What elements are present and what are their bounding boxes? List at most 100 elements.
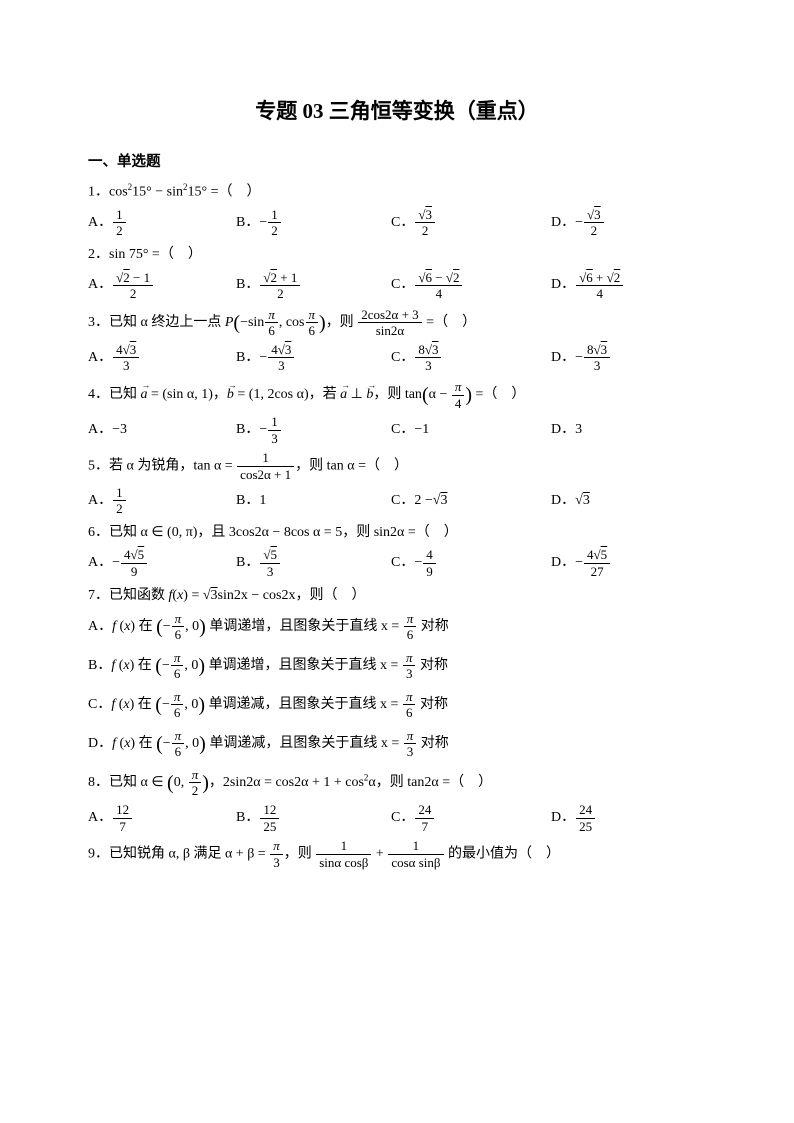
frac-den: 25 — [260, 819, 279, 834]
frac-den: sin2α — [358, 323, 421, 338]
opt-label: D． — [551, 552, 575, 574]
rt: 2 — [614, 270, 621, 285]
opt-label: D． — [551, 807, 575, 829]
txt: 对称 — [416, 697, 448, 712]
frac-den: 4 — [576, 286, 623, 301]
txt: −3 — [112, 419, 127, 441]
q8-opt-b: B．1225 — [236, 803, 391, 833]
vec-a: a — [340, 384, 347, 406]
q2-opt-a: A．√2 − 12 — [88, 271, 236, 301]
txt: 单调递减，且图象关于直线 x = — [206, 736, 403, 751]
frac-den: 2 — [113, 286, 153, 301]
q6-opt-c: C．−49 — [391, 548, 551, 578]
opt-label: C． — [391, 490, 414, 512]
rt: 3 — [130, 342, 137, 357]
txt: 对称 — [417, 619, 449, 634]
frac-den: 3 — [260, 564, 280, 579]
frac-num: π — [171, 690, 184, 706]
opt-label: C． — [88, 697, 111, 712]
txt: − 1 — [130, 270, 150, 285]
neg: − — [259, 347, 267, 369]
frac-den: 3 — [404, 744, 417, 759]
opt-label: A． — [88, 807, 112, 829]
txt: 9．已知锐角 α, β 满足 α + β = — [88, 847, 269, 862]
frac-den: 2 — [584, 223, 604, 238]
frac-num: 1 — [268, 415, 281, 431]
q3-opt-a: A．4√33 — [88, 343, 236, 373]
rt: 3 — [425, 207, 432, 222]
opt-label: A． — [88, 212, 112, 234]
neg: − — [259, 419, 267, 441]
frac-num: π — [404, 612, 417, 628]
q1-a2: 15° =（ ） — [188, 184, 261, 199]
txt: = (1, 2cos α)，若 — [234, 387, 340, 402]
opt-label: A． — [88, 419, 112, 441]
frac-den: 2 — [260, 286, 300, 301]
rt: 3 — [601, 342, 608, 357]
opt-label: D． — [88, 736, 112, 751]
txt: 对称 — [416, 658, 448, 673]
frac-den: 6 — [306, 323, 319, 338]
frac-num: 24 — [576, 803, 595, 819]
question-6-options: A．−4√59 B．√53 C．−49 D．−4√527 — [88, 548, 706, 578]
opt-label: C． — [391, 552, 414, 574]
frac-num: 2cos2α + 3 — [358, 308, 421, 324]
frac-den: 2 — [268, 223, 281, 238]
rt: 3 — [440, 490, 447, 512]
frac-num: √2 + 1 — [260, 271, 300, 287]
txt: = (sin α, 1)， — [148, 387, 227, 402]
frac-den: 3 — [268, 358, 294, 373]
opt-label: C． — [391, 347, 414, 369]
frac-num: π — [265, 308, 278, 324]
q3-opt-b: B．−4√33 — [236, 343, 391, 373]
txt: −1 — [414, 419, 429, 441]
question-6-stem: 6．已知 α ∈ (0, π)，且 3cos2α − 8cos α = 5，则 … — [88, 522, 706, 544]
vec-b: b — [227, 384, 234, 406]
txt: 1 — [259, 490, 266, 512]
frac-num: √6 − √2 — [415, 271, 462, 287]
txt: ，则 tan α =（ ） — [295, 459, 408, 474]
frac-den: sinα cosβ — [316, 855, 371, 870]
opt-label: B． — [236, 419, 259, 441]
frac-num: 12 — [113, 803, 132, 819]
opt-label: A． — [88, 490, 112, 512]
frac-den: 4 — [415, 286, 462, 301]
q2-opt-c: C．√6 − √24 — [391, 271, 551, 301]
txt: 4．已知 — [88, 387, 141, 402]
txt: 8．已知 α ∈ — [88, 775, 167, 790]
rt: 3 — [583, 490, 590, 512]
opt-label: C． — [391, 274, 414, 296]
question-1-stem: 1．cos215° − sin215° =（ ） — [88, 180, 706, 204]
q8-opt-c: C．247 — [391, 803, 551, 833]
txt: 单调递增，且图象关于直线 x = — [206, 619, 403, 634]
frac-num: 8√3 — [415, 343, 441, 359]
question-8-stem: 8．已知 α ∈ (0, π2)，2sin2α = cos2α + 1 + co… — [88, 767, 706, 799]
frac-den: 6 — [265, 323, 278, 338]
txt: 对称 — [417, 736, 449, 751]
q1-a1: 15° − sin — [132, 184, 183, 199]
txt: 4 — [587, 547, 594, 562]
txt: 4 — [124, 547, 131, 562]
q7-opt-a: A．f (x) 在 (−π6, 0) 单调递增，且图象关于直线 x = π6 对… — [88, 611, 706, 643]
neg: − — [575, 347, 583, 369]
frac-den: 7 — [113, 819, 132, 834]
frac-den: 2 — [415, 223, 435, 238]
frac-num: 4 — [423, 548, 436, 564]
txt: + — [372, 847, 387, 862]
opt-label: C． — [391, 419, 414, 441]
txt: ，则 — [326, 315, 358, 330]
frac-den: 27 — [584, 564, 610, 579]
question-7-options: A．f (x) 在 (−π6, 0) 单调递增，且图象关于直线 x = π6 对… — [88, 611, 706, 760]
opt-label: D． — [551, 212, 575, 234]
question-4-stem: 4．已知 a = (sin α, 1)，b = (1, 2cos α)，若 a … — [88, 379, 706, 411]
frac-num: 4√5 — [121, 548, 147, 564]
frac-den: 25 — [576, 819, 595, 834]
q4-opt-d: D．3 — [551, 415, 706, 445]
txt: 4 — [271, 342, 278, 357]
question-8-options: A．127 B．1225 C．247 D．2425 — [88, 803, 706, 833]
q6-opt-a: A．−4√59 — [88, 548, 236, 578]
question-5-stem: 5．若 α 为锐角，tan α = 1cos2α + 1，则 tan α =（ … — [88, 451, 706, 481]
vec-a: a — [141, 384, 148, 406]
frac-den: 3 — [268, 431, 281, 446]
txt: =（ ） — [423, 315, 476, 330]
